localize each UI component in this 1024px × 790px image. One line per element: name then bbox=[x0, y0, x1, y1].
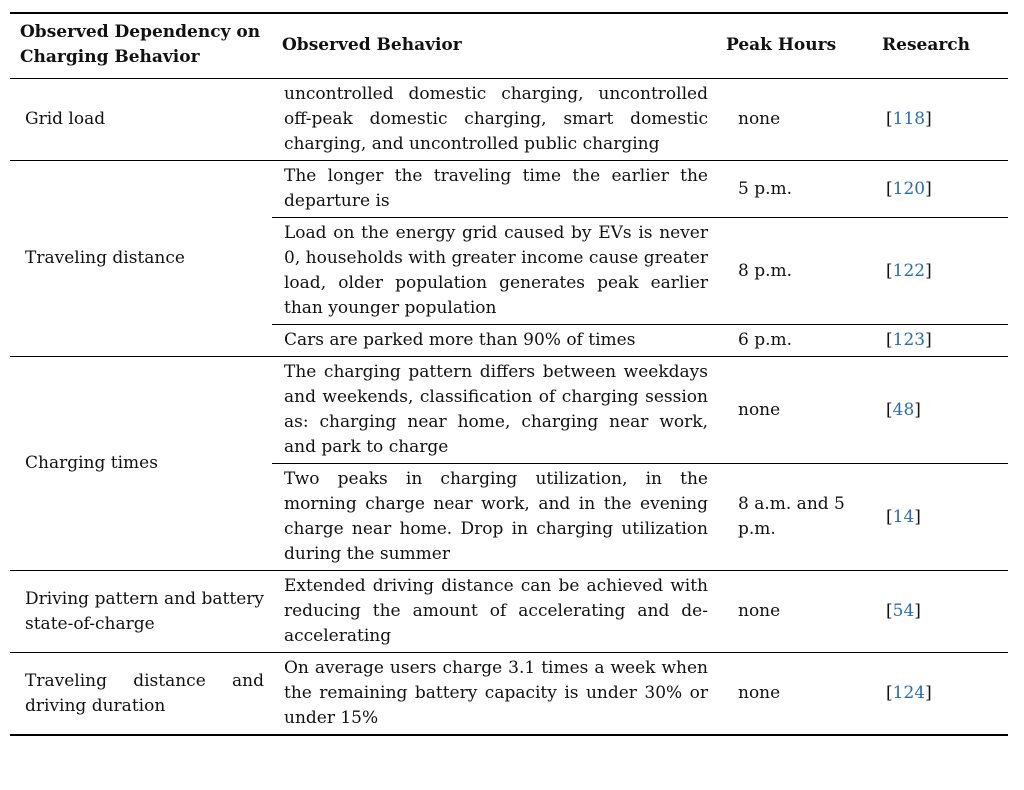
table-row: Traveling distance The longer the travel… bbox=[10, 160, 1008, 357]
behavior-cell: Extended driving distance can be achieve… bbox=[272, 570, 716, 653]
header-row: Observed Dependency on Charging Behavior… bbox=[10, 12, 1008, 79]
reference-link[interactable]: 118 bbox=[892, 109, 926, 129]
research-cell: [118] bbox=[872, 78, 1008, 161]
behavior-cell: Two peaks in charging utilization, in th… bbox=[272, 463, 716, 571]
dependency-cell: Charging times bbox=[10, 356, 272, 571]
dependency-cell: Driving pattern and battery state-of-cha… bbox=[10, 570, 272, 653]
table-row: Load on the energy grid caused by EVs is… bbox=[10, 217, 1008, 325]
table-container: Observed Dependency on Charging Behavior… bbox=[10, 12, 1008, 736]
peak-cell: 8 a.m. and 5 p.m. bbox=[716, 463, 872, 571]
research-cell: [14] bbox=[872, 463, 1008, 571]
dependency-cell: Grid load bbox=[10, 78, 272, 161]
header-peak-hours: Peak Hours bbox=[716, 12, 872, 79]
table-row: Cars are parked more than 90% of times 6… bbox=[10, 324, 1008, 357]
reference-link[interactable]: 122 bbox=[892, 260, 926, 281]
peak-cell: 5 p.m. bbox=[716, 160, 872, 218]
dependency-cell: Traveling distance bbox=[10, 160, 272, 357]
research-cell: [120] bbox=[872, 160, 1008, 218]
table-row: Grid load uncontrolled domestic charging… bbox=[10, 78, 1008, 161]
behavior-cell: Load on the energy grid caused by EVs is… bbox=[272, 217, 716, 325]
reference-link[interactable]: 14 bbox=[892, 506, 915, 527]
table-row: Charging times The charging pattern diff… bbox=[10, 356, 1008, 571]
behavior-cell: Cars are parked more than 90% of times bbox=[272, 324, 716, 357]
reference-link[interactable]: 120 bbox=[892, 178, 926, 199]
peak-cell: none bbox=[716, 652, 872, 736]
behavior-cell: The longer the traveling time the earlie… bbox=[272, 160, 716, 218]
header-dependency: Observed Dependency on Charging Behavior bbox=[10, 12, 272, 79]
peak-cell: none bbox=[716, 570, 872, 653]
peak-cell: 6 p.m. bbox=[716, 324, 872, 357]
reference-link[interactable]: 48 bbox=[892, 399, 915, 420]
behavior-cell: uncontrolled domestic charging, uncontro… bbox=[272, 78, 716, 161]
table-row: Driving pattern and battery state-of-cha… bbox=[10, 570, 1008, 653]
header-research: Research bbox=[872, 12, 1008, 79]
peak-cell: 8 p.m. bbox=[716, 217, 872, 325]
research-cell: [54] bbox=[872, 570, 1008, 653]
peak-cell: none bbox=[716, 78, 872, 161]
table-row: Two peaks in charging utilization, in th… bbox=[10, 463, 1008, 571]
peak-cell: none bbox=[716, 356, 872, 464]
reference-link[interactable]: 123 bbox=[892, 330, 926, 350]
research-cell: [122] bbox=[872, 217, 1008, 325]
dependency-cell: Traveling distance and driving duration bbox=[10, 652, 272, 736]
reference-link[interactable]: 54 bbox=[892, 601, 915, 621]
behavior-cell: On average users charge 3.1 times a week… bbox=[272, 652, 716, 736]
research-cell: [48] bbox=[872, 356, 1008, 464]
charging-behavior-table: Observed Dependency on Charging Behavior… bbox=[10, 12, 1008, 736]
header-behavior: Observed Behavior bbox=[272, 12, 716, 79]
behavior-cell: The charging pattern differs between wee… bbox=[272, 356, 716, 464]
table-row: Traveling distance and driving duration … bbox=[10, 652, 1008, 736]
reference-link[interactable]: 124 bbox=[892, 683, 926, 703]
research-cell: [123] bbox=[872, 324, 1008, 357]
research-cell: [124] bbox=[872, 652, 1008, 736]
